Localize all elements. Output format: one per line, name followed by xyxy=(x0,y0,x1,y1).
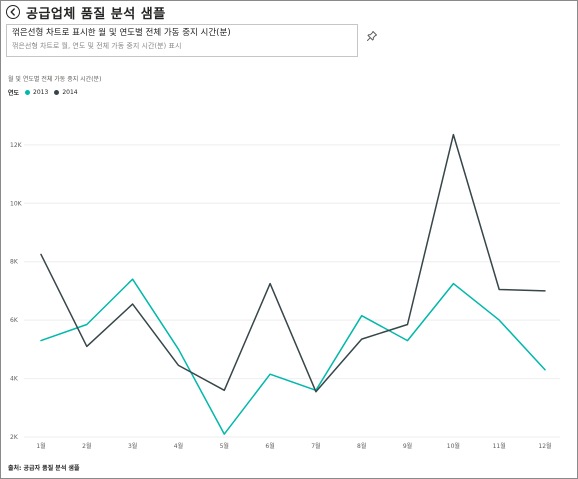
back-arrow-icon[interactable] xyxy=(6,5,20,19)
legend-dot-2013 xyxy=(25,90,31,95)
x-tick-label: 6월 xyxy=(265,442,274,450)
y-tick-label: 4K xyxy=(10,376,19,383)
data-point-2014-7월[interactable] xyxy=(313,389,318,394)
x-tick-label: 4월 xyxy=(174,442,183,450)
x-tick-label: 7월 xyxy=(311,442,320,450)
series-line-2013[interactable] xyxy=(40,278,546,435)
data-point-2014-1월[interactable] xyxy=(39,252,44,257)
data-point-2013-8월[interactable] xyxy=(359,313,364,318)
y-tick-label: 2K xyxy=(10,434,19,441)
x-tick-label: 12월 xyxy=(538,442,551,450)
y-tick-label: 10K xyxy=(10,200,23,207)
data-point-2014-6월[interactable] xyxy=(268,281,273,286)
data-point-2014-4월[interactable] xyxy=(176,363,181,368)
pin-icon[interactable] xyxy=(366,27,378,41)
x-tick-label: 9월 xyxy=(403,442,412,450)
data-point-2014-2월[interactable] xyxy=(84,344,89,349)
page-header: 공급업체 품질 분석 샘플 xyxy=(6,3,166,22)
data-point-2014-10월[interactable] xyxy=(451,132,456,137)
data-point-2013-2월[interactable] xyxy=(84,322,89,327)
data-point-2014-8월[interactable] xyxy=(359,337,364,342)
x-tick-label: 5월 xyxy=(220,442,229,450)
x-tick-label: 1월 xyxy=(36,442,45,450)
source-note: 출처: 공급자 품질 분석 샘플 xyxy=(8,465,80,472)
visual-title: 꺾은선형 차트로 표시한 월 및 연도별 전체 가동 중지 시간(분) xyxy=(12,28,231,38)
y-tick-label: 6K xyxy=(10,317,19,324)
data-point-2013-10월[interactable] xyxy=(451,281,456,286)
x-tick-label: 8월 xyxy=(357,442,366,450)
data-point-2013-9월[interactable] xyxy=(405,338,410,343)
legend-dot-2014 xyxy=(54,90,60,95)
x-tick-label: 11월 xyxy=(493,442,506,450)
page-title: 공급업체 품질 분석 샘플 xyxy=(26,6,166,22)
series-line-2014[interactable] xyxy=(40,133,546,393)
legend-label-2013: 2013 xyxy=(33,89,49,96)
data-point-2013-11월[interactable] xyxy=(497,318,502,323)
data-point-2013-5월[interactable] xyxy=(222,432,227,437)
data-point-2013-4월[interactable] xyxy=(176,347,181,352)
x-tick-label: 3월 xyxy=(128,442,137,450)
x-tick-label: 10월 xyxy=(447,442,460,450)
data-point-2013-6월[interactable] xyxy=(268,372,273,377)
chart-legend: 연도 2013 2014 xyxy=(8,88,84,97)
y-tick-label: 12K xyxy=(10,142,23,149)
y-tick-label: 8K xyxy=(10,259,19,266)
data-point-2014-11월[interactable] xyxy=(497,287,502,292)
data-point-2013-3월[interactable] xyxy=(130,277,135,282)
legend-item-2014[interactable]: 2014 xyxy=(54,89,78,96)
legend-label-2014: 2014 xyxy=(62,89,78,96)
chart-title: 월 및 연도별 전체 가동 중지 시간(분) xyxy=(8,76,102,83)
visual-subtitle: 꺾은선형 차트로 월, 연도 및 전체 가동 중지 시간(분) 표시 xyxy=(12,42,182,50)
data-point-2014-3월[interactable] xyxy=(130,302,135,307)
data-point-2014-9월[interactable] xyxy=(405,322,410,327)
data-point-2013-12월[interactable] xyxy=(543,367,548,372)
legend-title: 연도 xyxy=(8,90,20,97)
data-point-2014-5월[interactable] xyxy=(222,388,227,393)
legend-item-2013[interactable]: 2013 xyxy=(25,89,48,96)
data-point-2014-12월[interactable] xyxy=(543,288,548,293)
visual-header-box[interactable]: 꺾은선형 차트로 표시한 월 및 연도별 전체 가동 중지 시간(분) 꺾은선형… xyxy=(6,24,358,57)
x-tick-label: 2월 xyxy=(82,442,91,450)
data-point-2013-1월[interactable] xyxy=(39,338,44,343)
